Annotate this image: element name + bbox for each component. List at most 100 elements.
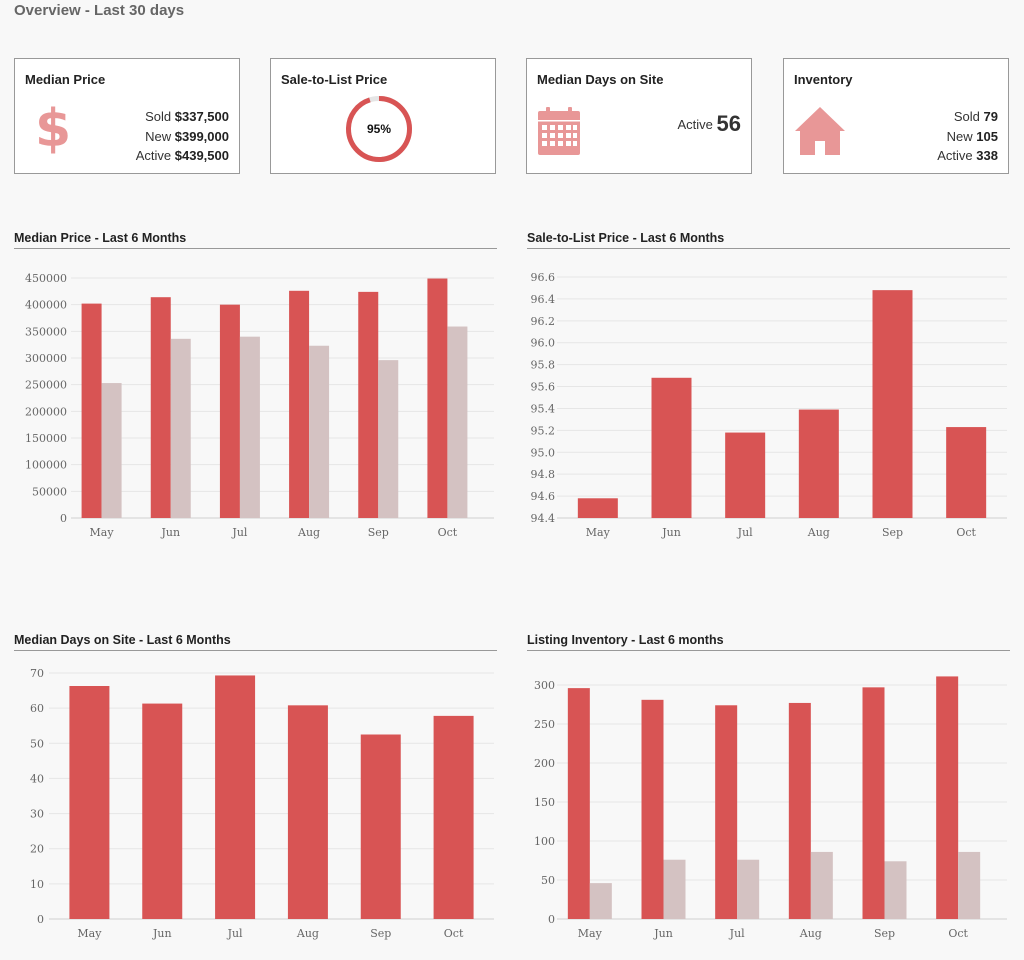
- bar-aug-series-1: [287, 705, 328, 919]
- sold-label: Sold: [953, 109, 980, 124]
- bar-jul-series-1: [725, 432, 766, 518]
- y-tick-label: 0: [37, 913, 44, 926]
- bar-jul-series-1: [219, 304, 240, 518]
- x-tick-label: Jun: [661, 526, 681, 539]
- x-tick-label: Sep: [882, 526, 903, 539]
- new-label: New: [946, 128, 973, 144]
- y-tick-label: 350000: [25, 325, 67, 338]
- x-tick-label: Jul: [729, 927, 745, 940]
- y-tick-label: 0: [548, 913, 555, 926]
- chart-title: Median Days on Site - Last 6 Months: [14, 633, 231, 647]
- bar-oct-series-2: [958, 851, 981, 919]
- x-tick-label: Jul: [231, 526, 247, 539]
- calendar-icon: [538, 107, 580, 155]
- y-tick-label: 250: [534, 718, 555, 731]
- dollar-icon: $: [35, 99, 72, 159]
- x-tick-label: Aug: [297, 526, 320, 539]
- card-title: Median Price: [25, 72, 106, 87]
- bar-oct-series-1: [433, 715, 474, 919]
- x-tick-label: May: [578, 927, 603, 940]
- y-tick-label: 96.0: [531, 337, 556, 350]
- y-tick-label: 50: [541, 874, 555, 887]
- x-tick-label: Jul: [227, 927, 243, 940]
- median-days-card: Median Days on Site Active 56: [526, 58, 752, 174]
- chart-title: Median Price - Last 6 Months: [14, 231, 187, 245]
- bar-oct-series-1: [946, 427, 987, 518]
- chart-title: Listing Inventory - Last 6 months: [527, 633, 724, 647]
- house-icon: [795, 107, 845, 155]
- new-count-value: 105: [976, 128, 998, 144]
- chart-title: Sale-to-List Price - Last 6 Months: [527, 231, 725, 245]
- y-tick-label: 250000: [25, 379, 67, 392]
- bar-jul-series-2: [737, 859, 760, 919]
- median-price-chart-svg: 0 50000 100000 150000 200000 250000 300000 3500…: [25, 272, 494, 539]
- chart-divider: [527, 650, 1010, 651]
- y-tick-label: 100: [534, 835, 555, 848]
- sold-price-row: Sold $337,500: [136, 107, 229, 127]
- active-count-value: 338: [976, 148, 998, 163]
- inventory-card: Inventory Sold 79 New 105 Active 338: [783, 58, 1009, 174]
- x-tick-label: Oct: [956, 526, 976, 539]
- active-label: Active: [937, 148, 973, 163]
- bar-jun-series-1: [651, 377, 692, 518]
- bar-aug-series-1: [289, 290, 310, 518]
- x-tick-label: Jun: [152, 927, 172, 940]
- median-days-chart: Median Days on Site - Last 6 Months 0 10 2…: [14, 633, 497, 960]
- bar-jul-series-1: [715, 705, 738, 919]
- sold-label: Sold: [145, 109, 172, 124]
- bar-sep-series-1: [358, 291, 379, 518]
- y-tick-label: 94.6: [531, 490, 556, 503]
- y-tick-label: 200: [534, 757, 555, 770]
- card-title: Sale-to-List Price: [281, 72, 388, 87]
- new-label: New: [145, 128, 172, 144]
- y-tick-label: 450000: [25, 272, 67, 285]
- bar-aug-series-2: [810, 851, 833, 919]
- y-tick-label: 60: [30, 702, 44, 715]
- bar-sep-series-1: [360, 734, 401, 919]
- bar-oct-series-2: [447, 326, 468, 518]
- x-tick-label: May: [586, 526, 611, 539]
- bar-aug-series-1: [788, 702, 811, 919]
- x-tick-label: Sep: [874, 927, 895, 940]
- median-days-chart-svg: 0 10 20 30 40 50 60 70 May Jun Jul Aug Sep Oct: [30, 667, 494, 940]
- bar-sep-series-2: [884, 861, 907, 919]
- bar-jun-series-2: [170, 338, 191, 518]
- bar-aug-series-1: [798, 409, 839, 518]
- y-tick-label: 300000: [25, 352, 67, 365]
- new-price-row: New $399,000: [136, 127, 229, 147]
- y-tick-label: 200000: [25, 405, 67, 418]
- y-tick-label: 150000: [25, 432, 67, 445]
- y-tick-label: 300: [534, 679, 555, 692]
- bar-jul-series-2: [239, 336, 260, 518]
- x-tick-label: Oct: [948, 927, 968, 940]
- listing-inventory-chart: Listing Inventory - Last 6 months 0 50 100…: [527, 633, 1010, 960]
- bar-jun-series-1: [150, 297, 171, 518]
- x-tick-label: Aug: [296, 927, 319, 940]
- x-tick-label: Jul: [737, 526, 753, 539]
- x-tick-label: Jun: [160, 526, 180, 539]
- bar-may-series-2: [101, 383, 122, 518]
- x-tick-label: Aug: [807, 526, 830, 539]
- active-price-value: $439,500: [174, 148, 229, 163]
- new-price-value: $399,000: [174, 128, 229, 144]
- active-price-row: Active $439,500: [136, 146, 229, 166]
- y-tick-label: 50: [30, 737, 44, 750]
- x-tick-label: May: [77, 927, 102, 940]
- x-tick-label: Sep: [368, 526, 389, 539]
- listing-inventory-chart-svg: 0 50 100 150 200 250 300 May Jun Jul Aug Sep Oct: [534, 676, 1007, 940]
- bar-jun-series-1: [641, 699, 664, 919]
- y-tick-label: 95.8: [531, 359, 556, 372]
- x-tick-label: Aug: [799, 927, 822, 940]
- y-tick-label: 400000: [25, 299, 67, 312]
- bar-sep-series-1: [862, 687, 885, 919]
- y-tick-label: 10: [30, 878, 44, 891]
- sold-price-value: $337,500: [174, 109, 229, 124]
- x-tick-label: Jun: [653, 927, 673, 940]
- page-title: Overview - Last 30 days: [14, 2, 185, 19]
- sale-to-list-chart-svg: 94.4 94.6 94.8 95.0 95.2 95.4 95.6 95.8 96.0 96.2…: [531, 271, 1007, 539]
- y-tick-label: 30: [30, 808, 44, 821]
- bar-may-series-2: [589, 883, 612, 919]
- y-tick-label: 40: [30, 772, 44, 785]
- active-label: Active: [135, 148, 172, 163]
- y-tick-label: 70: [30, 667, 44, 680]
